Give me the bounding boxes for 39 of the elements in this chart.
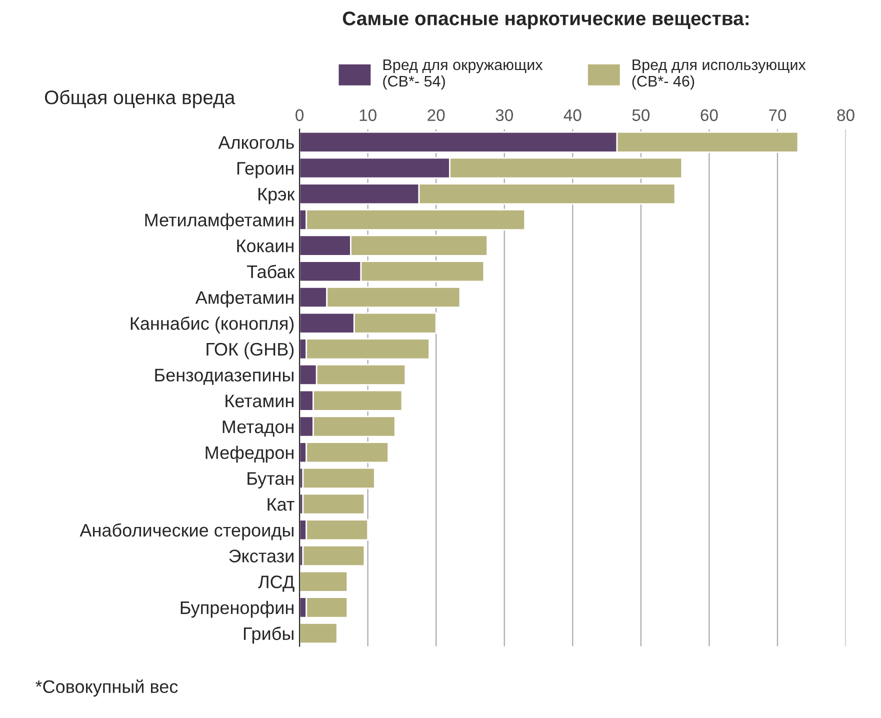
y-axis-title: Общая оценка вреда — [44, 90, 236, 108]
y-tick-label: Крэк — [258, 188, 295, 204]
x-tick-label: 10 — [360, 109, 376, 122]
x-tick-label: 60 — [700, 109, 718, 122]
y-tick-label: Амфетамин — [195, 290, 294, 308]
x-tick-label: 30 — [496, 109, 513, 122]
y-tick-label: Табак — [246, 264, 295, 278]
y-tick-label: Героин — [237, 162, 294, 178]
bar — [302, 544, 366, 567]
y-tick-label: Грибы — [244, 626, 294, 644]
bar — [300, 570, 348, 592]
x-tick-label: 0 — [296, 109, 304, 122]
y-tick-label: Метадон — [222, 420, 294, 437]
y-tick-label: Каннабис (конопля) — [130, 316, 294, 334]
x-tick-label: 80 — [837, 109, 854, 122]
bar — [302, 493, 366, 515]
y-tick-label: Кокаин — [237, 240, 294, 252]
x-tick-label: 20 — [428, 109, 445, 122]
bar — [300, 622, 338, 644]
legend-label: Вред для окружающих (СВ*- 54) — [383, 60, 543, 90]
x-tick-label: 40 — [564, 109, 582, 122]
x-tick-label: 50 — [632, 109, 650, 122]
y-tick-label: Кетамин — [226, 394, 294, 408]
text: *Совокупный вес — [36, 679, 178, 697]
y-tick-label: Бензодиазепины — [155, 368, 294, 385]
y-tick-label: Алкоголь — [218, 136, 294, 149]
y-tick-label: ГОК (GHB) — [206, 342, 294, 360]
y-tick-label: Бутан — [248, 472, 294, 488]
y-tick-label: Метиламфетамин — [145, 213, 294, 230]
y-tick-label: Анаболические стероиды — [80, 523, 294, 540]
y-tick-label: ЛСД — [258, 576, 294, 592]
y-tick-label: Кат — [268, 498, 294, 511]
y-tick-label: Бупренорфин — [180, 600, 294, 618]
x-tick-label: 70 — [769, 109, 786, 122]
chart-title: Самые опасные наркотические вещества: — [342, 12, 748, 30]
legend-label: Вред для использующих (СВ*- 46) — [632, 60, 806, 90]
y-tick-label: Мефедрон — [206, 446, 294, 463]
bar — [302, 467, 376, 489]
y-tick-label: Экстази — [229, 550, 294, 562]
